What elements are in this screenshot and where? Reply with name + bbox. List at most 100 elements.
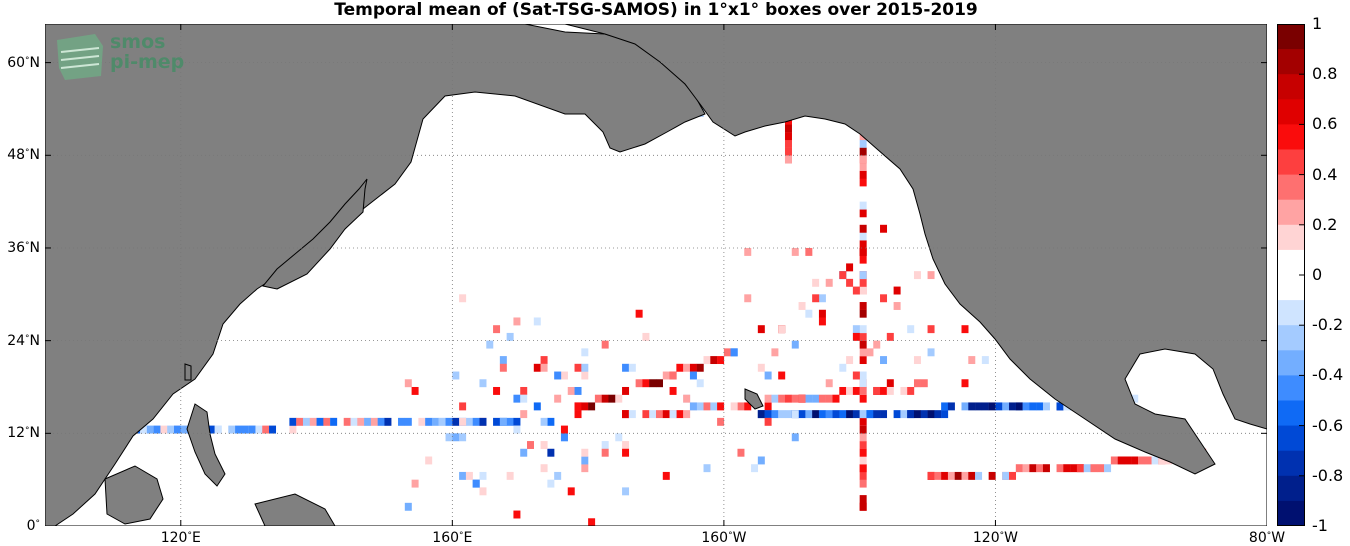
data-cell [689,402,697,411]
data-cell [520,386,528,395]
data-cell [656,410,663,419]
data-cell [941,402,949,411]
data-cell [791,394,799,403]
colorbar-segment [1277,49,1305,75]
data-cell [880,410,888,419]
y-tick-label: 12°N [0,425,40,441]
data-cell [289,425,297,434]
logo-text-line1: smos [110,31,166,53]
data-cell [1015,464,1023,473]
data-cell [574,363,582,372]
data-cell [330,417,338,426]
data-cell [696,379,704,388]
colorbar-segment [1277,74,1305,100]
data-cell [893,410,901,419]
degree-symbol: ° [35,519,41,529]
data-cell [418,417,426,426]
data-cell [560,371,568,380]
data-cell [852,371,860,380]
data-cell [805,309,813,318]
data-cell [445,433,453,442]
map-plot [45,24,1267,526]
colorbar-segment [1277,450,1305,477]
data-cell [927,410,935,419]
data-cell [846,410,854,419]
data-cell [479,379,487,388]
data-cell [859,332,867,341]
data-cell [581,363,589,372]
colorbar-tick-label: 0.2 [1312,214,1338,234]
x-tick-label: 120°E [151,530,211,546]
data-cell [717,417,725,426]
data-cell [968,471,976,480]
data-cell [167,425,175,434]
data-cell [778,371,786,380]
data-cell [547,417,555,426]
data-cell [384,417,392,426]
data-cell [873,340,881,349]
y-tick-label: 48°N [0,147,40,163]
data-cell [764,371,772,380]
data-cell [296,417,304,426]
hemisphere-letter: E [463,530,473,546]
data-cell [452,417,460,426]
data-cell [764,394,772,403]
data-cell [778,325,786,334]
data-cell [880,386,888,395]
y-tick-label: 0° [0,518,40,534]
colorbar-segment [1277,375,1305,401]
data-cell [873,410,881,419]
data-cell [540,417,548,426]
data-cell [452,433,460,442]
data-cell [1063,464,1071,473]
land-borneo [104,465,164,525]
data-cell [744,402,752,411]
data-cell [859,433,867,442]
x-tick-label: 120°W [965,530,1025,546]
data-cell [696,363,704,372]
data-cell [398,417,406,426]
data-cell [533,363,541,372]
colorbar-segment [1277,149,1305,176]
degree-symbol: ° [999,531,1005,541]
colorbar-tick-label: 0 [1312,265,1323,284]
data-cell [1138,456,1145,465]
data-cell [913,271,921,280]
data-cell [567,487,575,496]
data-cell [859,325,867,334]
data-cell [533,402,541,411]
data-cell [859,448,867,457]
data-cell [1009,471,1017,480]
map-title: Temporal mean of (Sat-TSG-SAMOS) in 1°x1… [334,0,978,20]
data-cell [615,433,623,442]
data-cell [153,425,161,434]
colorbar-segment [1277,199,1305,226]
data-cell [574,402,582,411]
data-cell [540,356,548,365]
data-cell [411,479,419,488]
data-cell [1090,464,1098,473]
data-cell [859,464,867,473]
y-tick-value: 36 [7,239,26,256]
degree-symbol: ° [25,333,30,344]
data-cell [825,394,833,403]
data-cell [947,471,955,480]
x-tick-value: 160 [701,530,729,546]
data-cell [757,325,765,334]
data-cell [554,371,562,380]
data-cell [540,441,548,449]
data-cell [554,471,562,480]
data-cell [968,356,976,365]
data-cell [757,456,765,465]
data-cell [146,425,154,434]
data-cell [622,441,630,449]
data-cell [622,448,630,457]
data-cell [730,348,738,357]
degree-symbol: ° [1266,531,1272,541]
colorbar-tick-label: 0.4 [1312,164,1338,184]
data-cell [859,425,867,434]
colorbar-segment [1277,400,1305,427]
degree-symbol: ° [25,426,30,437]
x-tick-value: 120 [160,530,188,546]
data-cell [764,410,772,419]
